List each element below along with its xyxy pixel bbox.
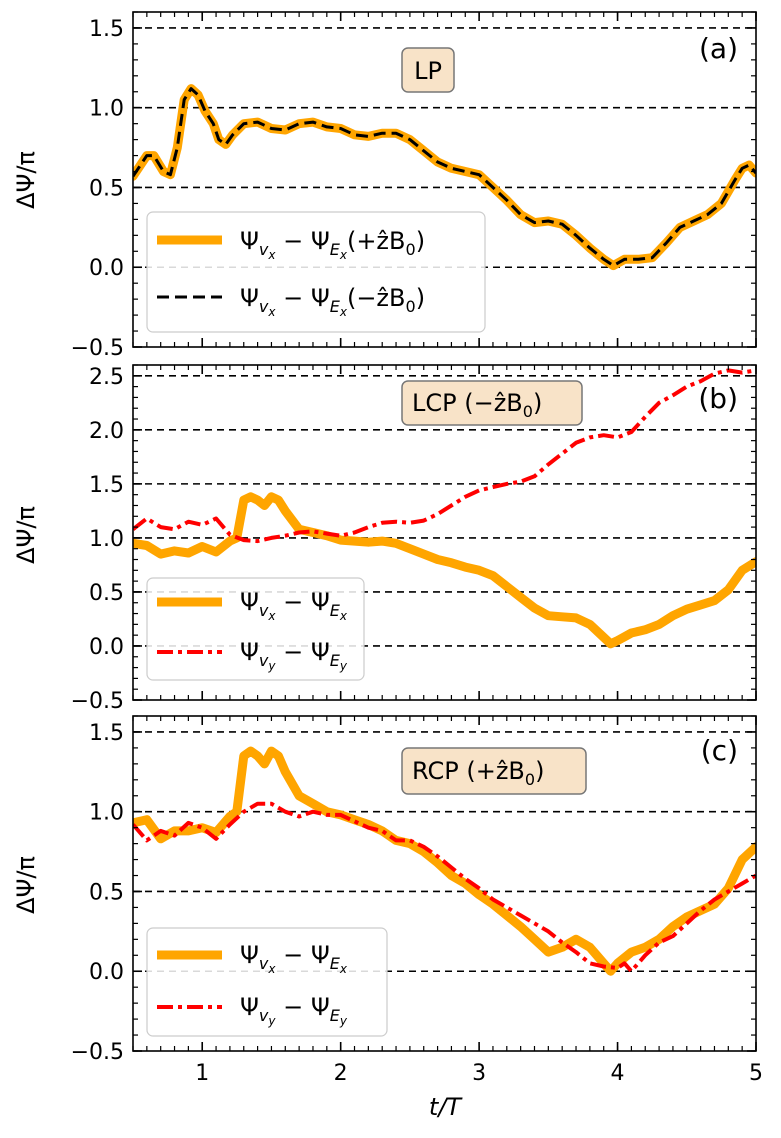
panel-b-tag: (b) (698, 382, 738, 415)
ytick-label: −0.5 (71, 336, 124, 361)
xtick-label: 1 (195, 1061, 209, 1086)
panel-a-badge: LP (401, 47, 455, 93)
panel-a-legend: Ψvx − ΨEx(+ẑB0) Ψvx − ΨEx(−ẑB0) (146, 211, 486, 333)
ytick-label: 1.5 (89, 721, 124, 746)
panel-b: −0.5 0.0 0.5 1.0 1.5 2.0 2.5 ΔΨ/π (b) LCP (−ẑB… (12, 364, 757, 714)
ytick-label: 1.5 (89, 473, 124, 498)
panel-a-legend-label-2: Ψvx − ΨEx(−ẑB0) (240, 284, 425, 319)
panel-b-badge: LCP (−ẑB0) (401, 380, 583, 426)
panel-b-legend: Ψvx − ΨEx Ψvy − ΨEy (146, 577, 365, 681)
xtick-label: 4 (611, 1061, 625, 1086)
panel-c-ytick-labels: −0.5 0.0 0.5 1.0 1.5 (71, 721, 124, 1065)
ytick-label: 1.0 (89, 527, 124, 552)
panel-a-legend-label-1: Ψvx − ΨEx(+ẑB0) (240, 227, 425, 262)
panel-a-ytick-labels: −0.5 0.0 0.5 1.0 1.5 (71, 17, 124, 361)
panel-b-series (133, 368, 756, 649)
panel-b-ylabel: ΔΨ/π (12, 506, 40, 564)
panel-c-legend-label-1: Ψvx − ΨEx (240, 941, 348, 976)
panel-c-badge: RCP (+ẑB0) (401, 747, 587, 795)
panel-a-series (133, 84, 756, 271)
ytick-label: 2.0 (89, 419, 124, 444)
panel-a-gridlines (133, 27, 756, 269)
panel-a-tag: (a) (699, 32, 738, 65)
ytick-label: 2.5 (89, 365, 124, 390)
panel-a-ticks (132, 11, 757, 348)
panel-a-ylabel: ΔΨ/π (12, 151, 40, 209)
panel-c-legend-label-2: Ψvy − ΨEy (240, 993, 348, 1028)
series-line-c-1 (133, 801, 756, 974)
ytick-label: −0.5 (71, 1040, 124, 1065)
xtick-label: 5 (749, 1061, 763, 1086)
ytick-label: 1.0 (89, 801, 124, 826)
panel-b-ticks (132, 364, 757, 701)
panel-a: −0.5 0.0 0.5 1.0 1.5 ΔΨ/π (a) LP Ψvx − ΨEx(+… (12, 11, 757, 361)
ytick-label: 0.0 (89, 960, 124, 985)
ytick-label: −0.5 (71, 689, 124, 714)
panel-c-ticks (132, 715, 757, 1052)
panel-b-legend-label-1: Ψvx − ΨEx (240, 588, 348, 623)
series-line-c-0 (133, 746, 756, 976)
panel-c-tag: (c) (701, 734, 738, 767)
panel-b-frame (132, 364, 757, 701)
panel-c-legend: Ψvx − ΨEx Ψvy − ΨEy (146, 927, 388, 1037)
panel-c-series (133, 746, 756, 976)
panel-b-ytick-labels: −0.5 0.0 0.5 1.0 1.5 2.0 2.5 (71, 365, 124, 714)
panel-b-badge-text: LCP (−ẑB0) (412, 389, 542, 421)
xtick-label: 2 (334, 1061, 348, 1086)
x-axis-label: t/T (429, 1093, 463, 1121)
panel-b-legend-label-2: Ψvy − ΨEy (240, 638, 348, 673)
ytick-label: 0.5 (89, 880, 124, 905)
series-line-b-0 (133, 492, 756, 649)
panel-c: −0.5 0.0 0.5 1.0 1.5 1 2 3 4 5 ΔΨ/π (c) RCP (+ẑB… (12, 715, 763, 1121)
x-tick-labels: 1 2 3 4 5 (195, 1061, 763, 1086)
ytick-label: 0.0 (89, 256, 124, 281)
ytick-label: 1.5 (89, 17, 124, 42)
panel-a-frame (132, 11, 757, 348)
panel-b-gridlines (133, 375, 756, 647)
ytick-label: 0.5 (89, 176, 124, 201)
panel-a-badge-text: LP (414, 57, 442, 85)
panel-c-ylabel: ΔΨ/π (12, 856, 40, 914)
series-line-b-1 (133, 368, 756, 544)
panel-c-frame (132, 715, 757, 1052)
ytick-label: 0.5 (89, 581, 124, 606)
xtick-label: 3 (472, 1061, 486, 1086)
ytick-label: 1.0 (89, 97, 124, 122)
panel-c-gridlines (133, 731, 756, 973)
series-line-a-1 (133, 87, 756, 268)
ytick-label: 0.0 (89, 635, 124, 660)
panel-c-badge-text: RCP (+ẑB0) (412, 757, 544, 789)
